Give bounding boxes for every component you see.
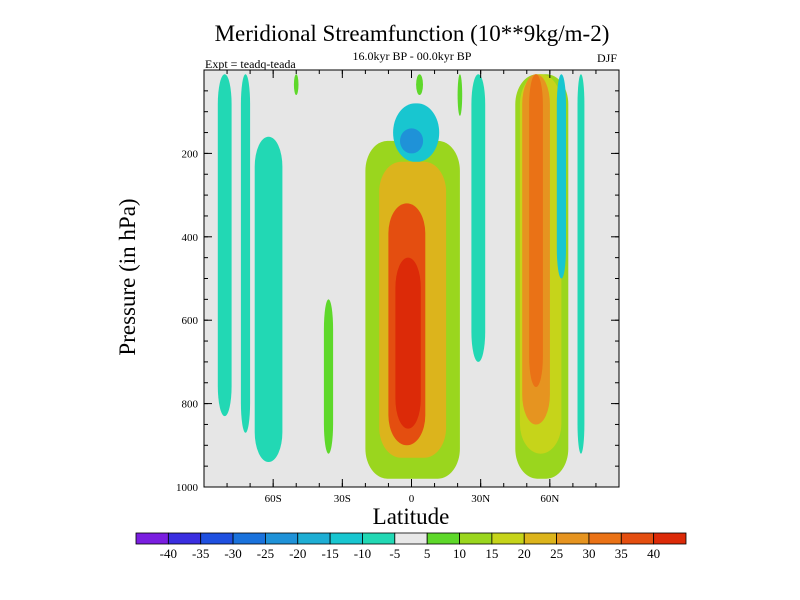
colorbar-box	[167, 532, 202, 545]
colorbar-box	[135, 532, 169, 545]
contour-cell-18	[556, 74, 566, 279]
colorbar-label: -10	[354, 546, 371, 561]
contour-cell-10	[400, 128, 424, 154]
colorbar-label: 15	[485, 546, 498, 561]
x-tick-label: 0	[409, 493, 415, 505]
colorbar-label: 40	[647, 546, 660, 561]
contour-cell-8	[395, 257, 421, 429]
contour-fills	[217, 74, 585, 479]
contour-cell-2	[254, 136, 283, 462]
x-tick-label: 60S	[265, 493, 282, 505]
colorbar-label: -15	[321, 546, 338, 561]
contour-cell-12	[457, 74, 463, 116]
season-label: DJF	[597, 51, 617, 65]
axis-ticks: 60S 30S 0 30N 60N 200 400 600 800 1000	[176, 70, 619, 505]
colorbar: -40 -35 -30 -25 -20 -15 -10 -5 5 10 15 20 25 30 35 40	[135, 532, 687, 561]
colorbar-label: -35	[192, 546, 209, 561]
colorbar-box	[588, 532, 622, 545]
contour-cell-19	[577, 74, 585, 454]
y-tick-label: 200	[182, 148, 199, 160]
contour-cell-13	[471, 74, 486, 362]
contour-cell-3	[293, 74, 299, 95]
colorbar-label: 35	[615, 546, 628, 561]
colorbar-box	[620, 532, 655, 545]
colorbar-label: 5	[424, 546, 431, 561]
colorbar-box	[362, 532, 396, 545]
colorbar-label: -20	[289, 546, 306, 561]
colorbar-box	[491, 532, 525, 545]
y-tick-label: 600	[182, 315, 199, 327]
colorbar-box	[394, 532, 428, 545]
colorbar-box	[523, 532, 557, 545]
colorbar-label: -5	[389, 546, 400, 561]
y-tick-label: 400	[182, 232, 199, 244]
colorbar-box	[265, 532, 299, 545]
chart-title: Meridional Streamfunction (10**9kg/m-2)	[215, 21, 610, 46]
colorbar-box	[459, 532, 493, 545]
contour-cell-4	[323, 299, 334, 454]
colorbar-box	[426, 532, 460, 545]
y-tick-label: 1000	[176, 482, 199, 494]
contour-cell-11	[416, 74, 423, 95]
experiment-note: Expt = teadq-teada	[205, 57, 296, 71]
colorbar-box	[653, 532, 687, 545]
chart-subtitle: 16.0kyr BP - 00.0kyr BP	[353, 49, 472, 63]
colorbar-box	[232, 532, 266, 545]
colorbar-box	[200, 532, 234, 545]
colorbar-label: -30	[224, 546, 241, 561]
colorbar-label: -25	[257, 546, 274, 561]
x-tick-label: 30S	[334, 493, 351, 505]
colorbar-box	[329, 532, 363, 545]
colorbar-label: 10	[453, 546, 466, 561]
y-tick-label: 800	[182, 399, 199, 411]
x-tick-label: 30N	[471, 493, 490, 505]
y-axis-label: Pressure (in hPa)	[115, 198, 140, 355]
colorbar-box	[556, 532, 590, 545]
contour-cell-17	[529, 74, 543, 387]
colorbar-label: 20	[518, 546, 531, 561]
colorbar-label: 25	[550, 546, 563, 561]
x-tick-label: 60N	[540, 493, 559, 505]
contour-cell-0	[217, 74, 232, 417]
contour-cell-1	[240, 74, 251, 433]
x-axis-label: Latitude	[373, 504, 450, 529]
colorbar-label: 30	[582, 546, 595, 561]
colorbar-box	[297, 532, 331, 545]
colorbar-label: -40	[160, 546, 177, 561]
